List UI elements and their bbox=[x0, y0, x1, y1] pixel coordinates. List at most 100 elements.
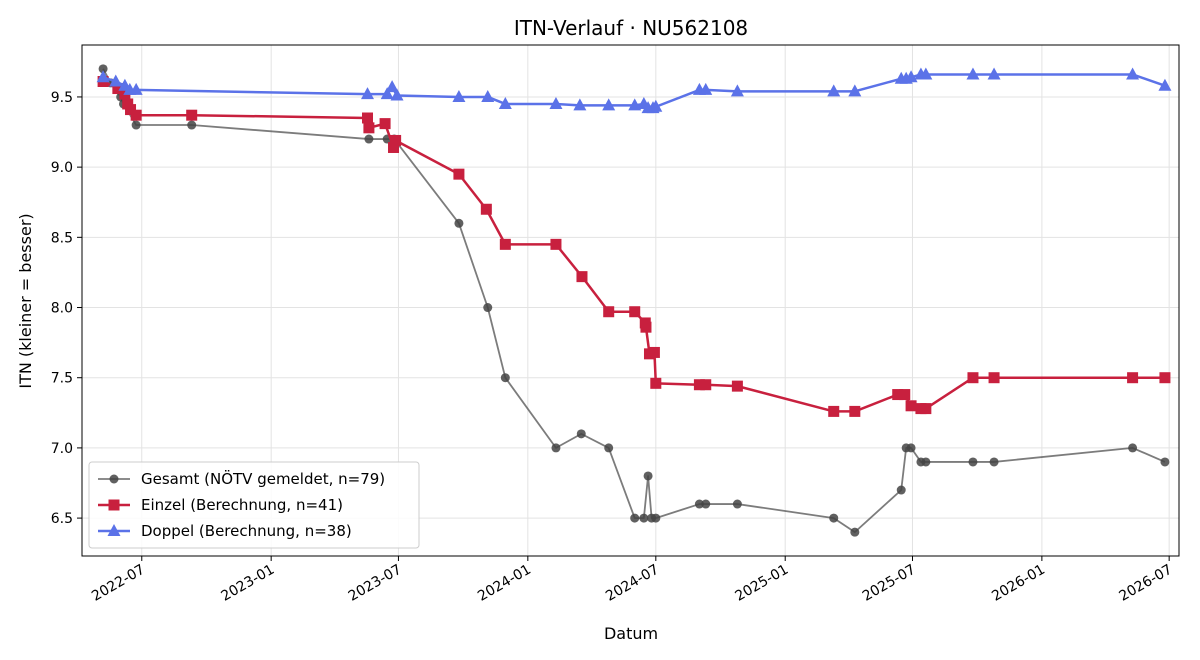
triangle-series-point bbox=[96, 70, 110, 83]
triangle-series-point bbox=[919, 67, 933, 80]
circle-series-point bbox=[896, 485, 906, 495]
chart-title: ITN-Verlauf · NU562108 bbox=[514, 16, 748, 40]
square-series-point bbox=[362, 112, 374, 124]
y-tick-label: 9.5 bbox=[51, 90, 73, 106]
legend-box bbox=[88, 461, 420, 549]
square-series-point bbox=[453, 168, 465, 180]
square-series-point bbox=[648, 346, 660, 358]
circle-series-point bbox=[551, 443, 561, 453]
series-3 bbox=[96, 67, 1172, 114]
circle-series-point bbox=[906, 443, 916, 453]
circle-series-point bbox=[454, 218, 464, 228]
legend-label-3: Doppel (Berechnung, n=38) bbox=[141, 522, 352, 540]
square-series-point bbox=[576, 271, 588, 283]
legend: Gesamt (NÖTV gemeldet, n=79) Einzel (Bere… bbox=[88, 461, 420, 549]
triangle-series-point bbox=[827, 84, 841, 97]
y-tick-label: 9.0 bbox=[51, 160, 73, 176]
circle-series-point bbox=[483, 303, 493, 313]
circle-series-point bbox=[1160, 457, 1170, 467]
circle-series-point bbox=[639, 513, 649, 523]
series-2 bbox=[97, 76, 1171, 417]
triangle-series-point bbox=[498, 96, 512, 109]
square-series-point bbox=[186, 109, 198, 121]
square-series-point bbox=[892, 389, 904, 401]
square-series-point bbox=[905, 400, 917, 412]
triangle-series-point bbox=[987, 67, 1001, 80]
triangle-series-point bbox=[730, 84, 744, 97]
triangle-series-point bbox=[1158, 78, 1172, 91]
legend-label-2: Einzel (Berechnung, n=41) bbox=[141, 496, 343, 514]
square-series-point bbox=[849, 405, 861, 417]
square-series-point bbox=[122, 98, 134, 110]
triangle-series-point bbox=[129, 82, 143, 95]
series-layer bbox=[96, 64, 1172, 537]
circle-series-point bbox=[98, 64, 108, 74]
y-tick-label: 8.0 bbox=[51, 301, 73, 317]
triangle-series-point bbox=[452, 89, 466, 102]
circle-series-point bbox=[364, 134, 374, 144]
square-series-point bbox=[967, 372, 979, 384]
circle-series-point bbox=[829, 513, 839, 523]
circle-series-point bbox=[187, 120, 197, 130]
square-series-point bbox=[550, 238, 562, 250]
circle-series-point bbox=[701, 499, 711, 509]
legend-marker-1 bbox=[109, 474, 119, 484]
square-series-point bbox=[130, 109, 142, 121]
legend-label-1: Gesamt (NÖTV gemeldet, n=79) bbox=[141, 469, 385, 488]
triangle-series-point bbox=[1126, 67, 1140, 80]
x-axis-title: Datum bbox=[604, 624, 658, 643]
square-series-point bbox=[603, 306, 615, 318]
circle-series-point bbox=[604, 443, 614, 453]
circle-series-point bbox=[576, 429, 586, 439]
triangle-series-point bbox=[549, 96, 563, 109]
circle-series-point bbox=[968, 457, 978, 467]
circle-series-line bbox=[102, 68, 1166, 534]
circle-series-point bbox=[630, 513, 640, 523]
circle-series-point bbox=[989, 457, 999, 467]
square-series-point bbox=[629, 306, 641, 318]
triangle-series-point bbox=[649, 99, 663, 112]
triangle-series-point bbox=[109, 74, 123, 87]
square-series-point bbox=[112, 83, 124, 95]
y-axis-title: ITN (kleiner = besser) bbox=[16, 213, 35, 388]
square-series-point bbox=[379, 118, 391, 130]
legend-marker-3 bbox=[107, 524, 121, 536]
y-tick-label: 6.5 bbox=[51, 511, 73, 527]
circle-series-point bbox=[1128, 443, 1138, 453]
y-tick-label: 8.5 bbox=[51, 230, 73, 246]
plot-frame bbox=[81, 44, 1180, 557]
square-series-point bbox=[640, 321, 652, 333]
y-tick-label: 7.0 bbox=[51, 441, 73, 457]
triangle-series-point bbox=[481, 89, 495, 102]
triangle-series-point bbox=[904, 70, 918, 83]
triangle-series-point bbox=[380, 87, 394, 100]
circle-series-point bbox=[500, 373, 510, 383]
square-series-point bbox=[693, 379, 705, 391]
circle-series-point bbox=[131, 120, 141, 130]
circle-series-point bbox=[643, 471, 653, 481]
circle-series-point bbox=[732, 499, 742, 509]
triangle-series-point bbox=[573, 98, 587, 111]
square-series-point bbox=[920, 403, 932, 415]
square-series-point bbox=[1159, 372, 1171, 384]
circle-series-point bbox=[921, 457, 931, 467]
square-series-point bbox=[480, 203, 492, 215]
square-series-point bbox=[499, 238, 511, 250]
square-series-point bbox=[700, 379, 712, 391]
square-series-point bbox=[1127, 372, 1139, 384]
triangle-series-point bbox=[966, 67, 980, 80]
square-series-point bbox=[899, 389, 911, 401]
circle-series-point bbox=[651, 513, 661, 523]
y-tick-label: 7.5 bbox=[51, 371, 73, 387]
triangle-series-point bbox=[848, 84, 862, 97]
square-series-point bbox=[388, 141, 400, 153]
square-series-point bbox=[390, 134, 402, 146]
triangle-series-point bbox=[602, 98, 616, 111]
square-series-point bbox=[125, 104, 137, 116]
triangle-series-point bbox=[628, 98, 642, 111]
triangle-series-point bbox=[361, 87, 375, 100]
square-series-point bbox=[828, 405, 840, 417]
